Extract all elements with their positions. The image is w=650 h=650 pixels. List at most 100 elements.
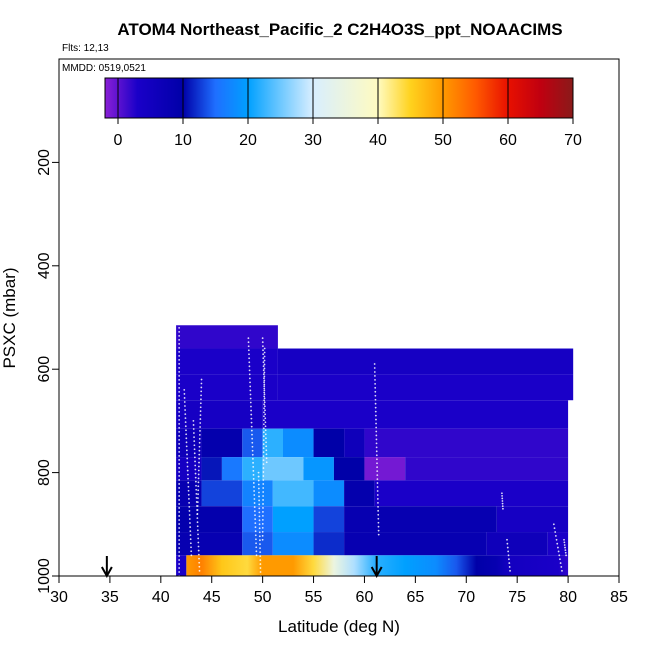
track-dot [178, 358, 181, 361]
heatmap-cell [374, 480, 569, 507]
track-dot [178, 559, 181, 561]
track-dot [197, 477, 200, 480]
track-dot [197, 497, 199, 500]
track-dot [249, 393, 252, 396]
track-dot [178, 467, 181, 469]
track-dot [186, 461, 189, 464]
track-dot [189, 526, 192, 528]
track-dot [263, 399, 266, 402]
track-dot [265, 449, 268, 452]
track-dot [178, 334, 181, 337]
track-dot [184, 421, 187, 424]
track-dot [190, 554, 193, 557]
heatmap-cell [176, 532, 243, 556]
track-dot [262, 431, 265, 434]
x-tick-label: 40 [152, 589, 170, 606]
track-dot [178, 567, 181, 569]
track-dot [193, 436, 195, 439]
track-dot [198, 561, 201, 564]
track-dot [563, 538, 565, 541]
track-dot [257, 483, 260, 486]
track-dot [197, 473, 200, 476]
track-dot [375, 430, 378, 433]
track-dot [263, 401, 266, 404]
track-dot [197, 545, 200, 548]
track-dot [263, 351, 266, 354]
mmdd-label: MMDD: 0519,0521 [62, 63, 146, 74]
track-dot [507, 550, 510, 553]
track-dot [194, 480, 197, 483]
track-dot [258, 491, 260, 494]
track-dot [197, 485, 200, 488]
track-dot [250, 409, 252, 412]
track-dot [251, 453, 254, 456]
track-dot [374, 398, 377, 401]
track-dot [375, 442, 378, 445]
track-dot [262, 353, 265, 356]
track-dot [198, 569, 201, 572]
flight-track-dots [178, 326, 567, 577]
track-dot [248, 373, 251, 376]
track-dot [252, 461, 254, 464]
track-dot [373, 363, 376, 365]
heatmap-cell [176, 428, 202, 458]
track-dot [187, 481, 190, 484]
colorbar-tick-label: 50 [434, 132, 452, 149]
track-dot [178, 503, 181, 505]
track-dot [178, 463, 181, 465]
track-dot [198, 437, 201, 440]
track-dot [262, 451, 265, 454]
heatmap-cell [333, 457, 365, 481]
track-dot [252, 465, 255, 468]
track-dot [263, 407, 265, 410]
track-dot [178, 350, 181, 353]
track-dot [178, 439, 181, 441]
heatmap-cell [176, 325, 278, 349]
track-dot [263, 391, 266, 394]
track-dot [262, 483, 265, 485]
track-dot [502, 507, 504, 510]
track-dot [250, 405, 252, 408]
heatmap-cell [272, 506, 314, 533]
track-dot [262, 495, 265, 497]
track-dot [263, 379, 266, 382]
track-dot [251, 449, 254, 452]
heatmap-cell [344, 428, 365, 458]
track-dot [258, 531, 261, 534]
heatmap-cell [313, 480, 345, 507]
track-dot [376, 466, 378, 469]
track-dot [377, 505, 379, 508]
track-dot [501, 492, 503, 495]
track-dot [561, 569, 563, 572]
track-dot [259, 571, 262, 573]
track-dot [200, 386, 203, 389]
track-dot [199, 410, 202, 413]
track-dot [189, 530, 192, 533]
track-dot [198, 441, 201, 444]
track-dot [185, 441, 188, 444]
track-dot [262, 491, 265, 493]
track-dot [501, 502, 504, 505]
track-dot [262, 459, 265, 462]
track-dot [199, 422, 202, 424]
track-dot [262, 435, 265, 438]
track-dot [262, 487, 265, 489]
track-dot [377, 509, 380, 512]
track-dot [375, 422, 377, 425]
x-tick-label: 55 [305, 589, 323, 606]
track-dot [555, 538, 558, 541]
track-dot [263, 381, 265, 384]
heatmap-cell [201, 480, 243, 507]
track-dot [375, 454, 378, 457]
track-dot [186, 465, 189, 468]
heatmap-cell [176, 348, 278, 375]
heatmap-cell [221, 457, 243, 481]
colorbar-tick-label: 30 [304, 132, 322, 149]
track-dot [375, 446, 378, 449]
track-dot [178, 427, 181, 429]
track-dot [178, 390, 181, 393]
track-dot [196, 501, 199, 503]
track-dot [262, 511, 264, 513]
track-dot [186, 453, 188, 456]
track-dot [189, 538, 192, 541]
